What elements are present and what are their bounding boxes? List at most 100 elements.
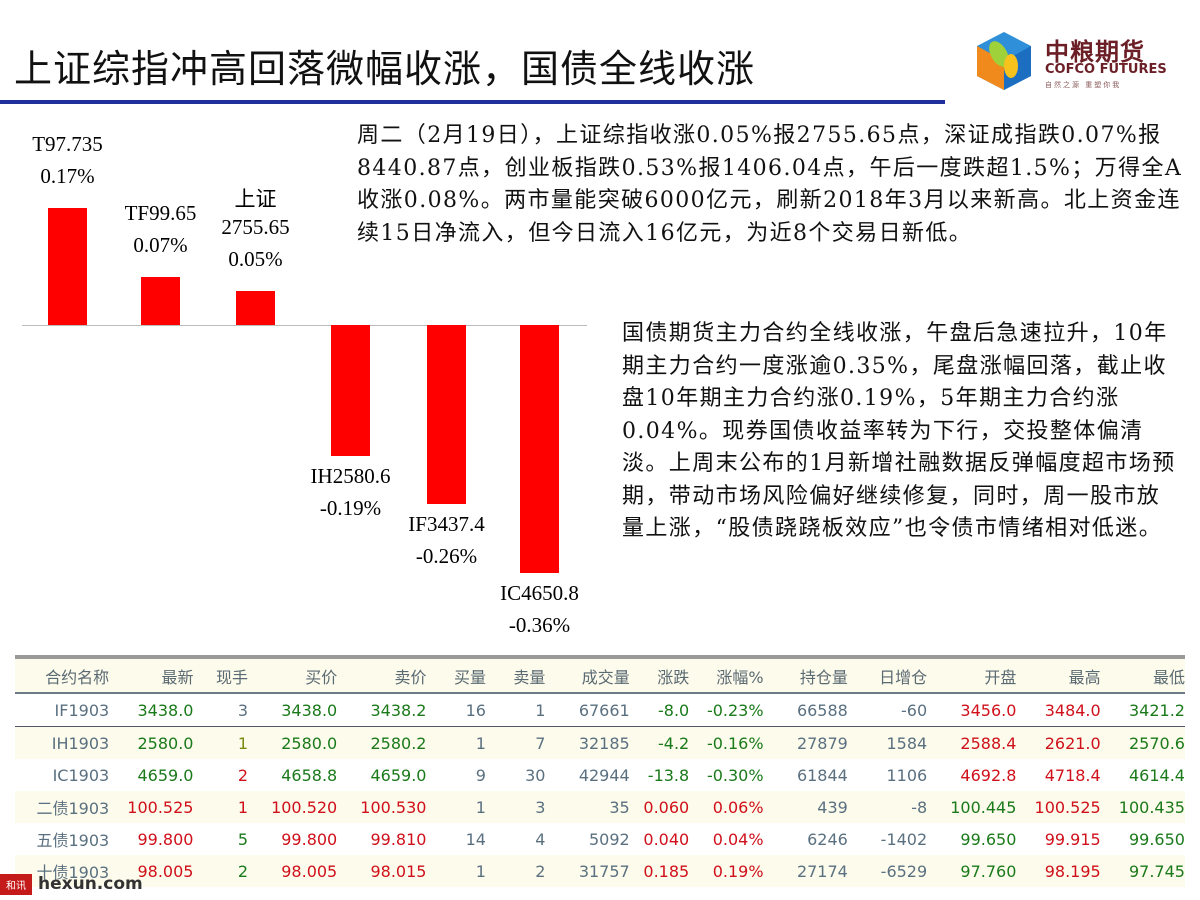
column-header: 卖量 — [513, 667, 546, 687]
table-cell: 31757 — [578, 861, 630, 881]
table-cell: 4614.4 — [1128, 765, 1185, 785]
table-cell: 98.005 — [281, 861, 338, 881]
bar-1 — [141, 276, 180, 325]
column-header: 持仓量 — [799, 667, 848, 687]
table-cell: -0.23% — [706, 700, 764, 720]
column-header: 最低 — [1152, 667, 1185, 687]
table-cell: 3484.0 — [1044, 700, 1101, 720]
table-cell: 439 — [817, 797, 848, 817]
table-cell: 4659.0 — [137, 765, 194, 785]
table-cell: 1 — [237, 797, 248, 817]
table-cell: 97.760 — [960, 861, 1017, 881]
table-cell: 2580.0 — [281, 733, 338, 753]
table-cell: 2588.4 — [960, 733, 1017, 753]
table-cell: 2621.0 — [1044, 733, 1101, 753]
table-cell: 67661 — [578, 700, 630, 720]
table-cell: 3 — [237, 700, 248, 720]
table-row[interactable]: IF1903 3438.0 3 3438.0 3438.2 16 1 67661 -8.0 -0.… — [15, 694, 1185, 727]
table-cell: 0.060 — [643, 797, 690, 817]
table-cell: 6246 — [807, 829, 848, 849]
logo-cn: 中粮期货 — [1045, 38, 1145, 66]
table-cell: 1 — [237, 733, 248, 753]
table-cell: 2580.0 — [137, 733, 194, 753]
bar-label: -0.26% — [415, 544, 478, 569]
table-cell: 100.525 — [1034, 797, 1101, 817]
column-header: 最新 — [161, 667, 194, 687]
table-row[interactable]: 二债1903 100.525 1 100.520 100.530 1 3 35 0.060 0.0… — [15, 791, 1185, 823]
bar-label: -0.36% — [508, 613, 571, 638]
table-row[interactable]: 五债1903 99.800 5 99.800 99.810 14 4 5092 0.040 0.0… — [15, 823, 1185, 855]
bar-2 — [236, 290, 275, 325]
table-cell: 98.195 — [1044, 861, 1101, 881]
table-cell: 五债1903 — [36, 831, 110, 850]
table-cell: IC1903 — [52, 765, 110, 785]
table-cell: 66588 — [796, 700, 848, 720]
bar-label: 2755.65 — [221, 214, 290, 239]
hexun-watermark: 和讯 hexun.com — [0, 873, 143, 895]
table-cell: 4659.0 — [370, 765, 427, 785]
table-cell: 98.005 — [137, 861, 194, 881]
bar-label: IH2580.6 — [310, 464, 391, 489]
logo-slogan: 自然之源 重塑你我 — [1045, 81, 1122, 89]
table-cell: 61844 — [796, 765, 848, 785]
table-cell: 2580.2 — [370, 733, 427, 753]
equity-commentary: 周二（2月19日），上证综指收涨0.05%报2755.65点，深证成指跌0.07… — [357, 123, 1183, 246]
table-cell: 3421.2 — [1128, 700, 1185, 720]
table-cell: 3 — [535, 797, 546, 817]
column-header: 买价 — [305, 667, 338, 687]
cofco-logo: 中粮期货 COFCO FUTURES 自然之源 重塑你我 — [975, 28, 1175, 98]
table-cell: 5092 — [589, 829, 630, 849]
bar-label: 0.05% — [228, 246, 283, 271]
table-cell: 99.810 — [370, 829, 427, 849]
table-cell: 2 — [237, 861, 248, 881]
table-cell: 100.530 — [360, 797, 427, 817]
table-cell: 99.800 — [281, 829, 338, 849]
bar-label: T97.735 — [32, 131, 103, 156]
table-cell: 32185 — [578, 733, 630, 753]
bar-3 — [331, 325, 370, 457]
column-header: 现手 — [215, 667, 248, 687]
table-cell: 100.520 — [271, 797, 338, 817]
bar-label: -0.19% — [319, 496, 382, 521]
table-cell: 16 — [465, 700, 486, 720]
table-cell: 二债1903 — [36, 799, 110, 818]
bar-5 — [520, 325, 559, 574]
table-cell: 100.525 — [127, 797, 194, 817]
table-row[interactable]: 十债1903 98.005 2 98.005 98.015 1 2 31757 0.185 0.1… — [15, 855, 1185, 887]
column-header: 合约名称 — [45, 667, 110, 687]
table-cell: 27879 — [796, 733, 848, 753]
column-header: 成交量 — [581, 667, 630, 687]
table-cell: 4658.8 — [281, 765, 338, 785]
table-cell: 0.04% — [712, 829, 764, 849]
index-change-bar-chart: T97.735 0.17% TF99.65 0.07% 上证 2755.65 0.05% IH… — [0, 110, 600, 650]
table-cell: IH1903 — [51, 733, 110, 753]
table-cell: 3438.2 — [370, 700, 427, 720]
column-header: 涨跌 — [657, 667, 690, 687]
table-cell: -8.0 — [657, 700, 690, 720]
cube-logo-icon — [977, 32, 1031, 90]
table-cell: 1106 — [886, 765, 928, 785]
table-cell: 1584 — [886, 733, 928, 753]
column-header: 开盘 — [984, 667, 1017, 687]
table-cell: 98.015 — [370, 861, 427, 881]
table-cell: 0.185 — [643, 861, 690, 881]
table-row[interactable]: IH1903 2580.0 1 2580.0 2580.2 1 7 32185 -4.2 -0.1… — [15, 727, 1185, 759]
zero-axis — [22, 325, 587, 326]
table-cell: 1 — [475, 733, 486, 753]
table-cell: 99.650 — [960, 829, 1017, 849]
bar-label: IC4650.8 — [500, 581, 579, 606]
table-cell: 十债1903 — [36, 863, 110, 882]
column-header: 涨幅% — [716, 667, 764, 687]
table-cell: 100.445 — [950, 797, 1017, 817]
table-row[interactable]: IC1903 4659.0 2 4658.8 4659.0 9 30 42944 -13.8 -0… — [15, 759, 1185, 791]
table-cell: -0.16% — [706, 733, 764, 753]
table-cell: -0.30% — [706, 765, 764, 785]
table-cell: IF1903 — [54, 700, 110, 720]
table-cell: 7 — [535, 733, 546, 753]
column-header: 买量 — [453, 667, 486, 687]
bond-commentary: 国债期货主力合约全线收涨，午盘后急速拉升，10年期主力合约一度涨逾0.35%，尾… — [622, 321, 1176, 541]
table-cell: 0.19% — [712, 861, 764, 881]
table-cell: -13.8 — [647, 765, 690, 785]
table-cell: 99.800 — [137, 829, 194, 849]
